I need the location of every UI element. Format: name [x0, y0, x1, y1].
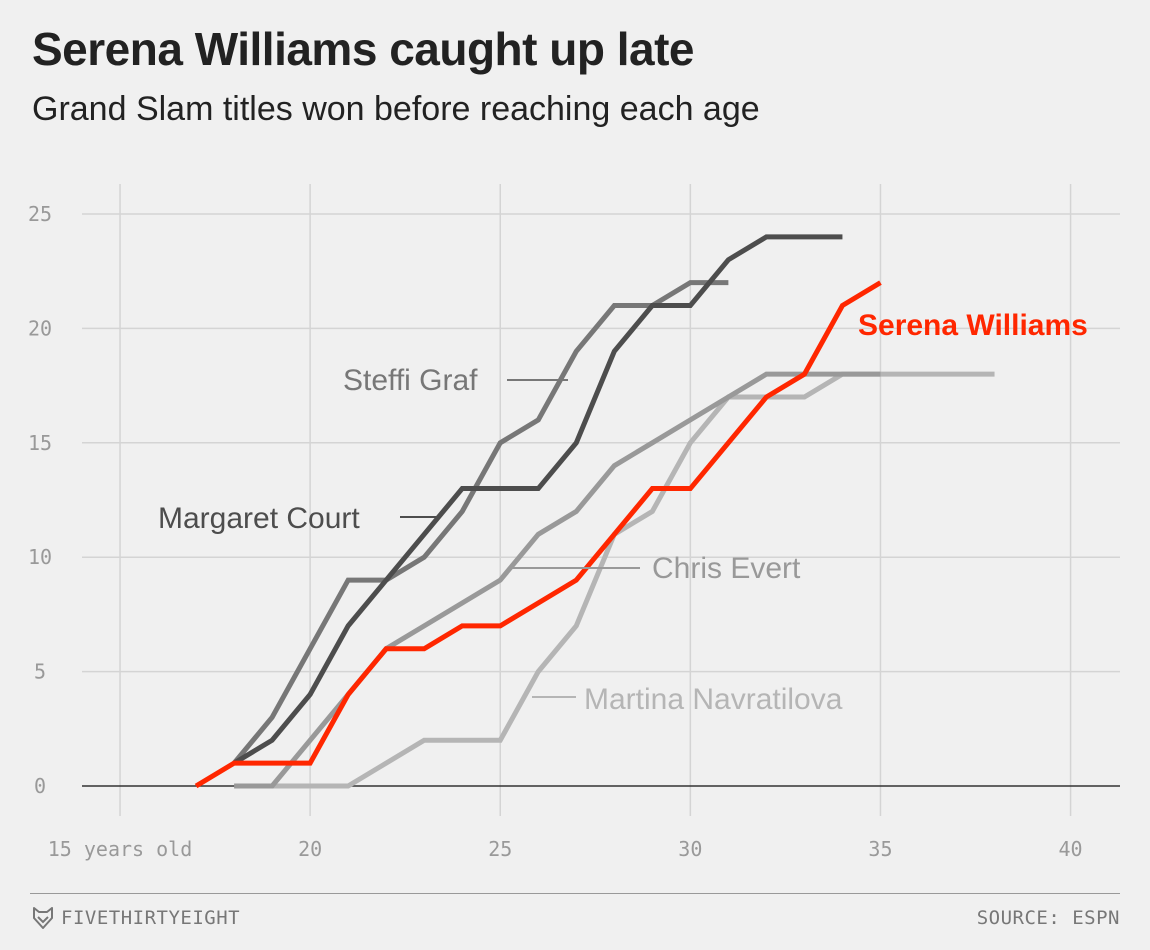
x-tick-label: 25 [488, 837, 512, 861]
y-tick-label: 0 [34, 774, 46, 798]
brand: FIVETHIRTYEIGHT [33, 907, 240, 929]
chart-title: Serena Williams caught up late [32, 23, 695, 75]
series-line-margaret-court [232, 234, 843, 766]
y-tick-label: 15 [28, 431, 52, 455]
series-label-martina-navratilova: Martina Navratilova [584, 683, 843, 716]
y-tick-label: 5 [34, 660, 46, 684]
x-tick-label: 35 [868, 837, 892, 861]
y-tick-label: 10 [28, 545, 52, 569]
x-tick-label: 20 [298, 837, 322, 861]
x-tick-label: 40 [1059, 837, 1083, 861]
series-lines [194, 234, 995, 789]
y-tick-label: 20 [28, 316, 52, 340]
series-label-steffi-graf: Steffi Graf [343, 364, 478, 397]
x-tick-label: 30 [678, 837, 702, 861]
series-line-steffi-graf [232, 280, 729, 765]
series-label-serena-williams: Serena Williams [858, 309, 1088, 342]
chart-subtitle: Grand Slam titles won before reaching ea… [32, 90, 760, 128]
footer-divider [30, 893, 1120, 894]
source-note: SOURCE: ESPN [976, 907, 1120, 929]
fox-logo-icon [33, 907, 53, 929]
y-tick-label: 25 [28, 202, 52, 226]
x-tick-label: 15 years old [48, 837, 193, 861]
brand-name: FIVETHIRTYEIGHT [61, 907, 241, 929]
series-label-chris-evert: Chris Evert [652, 552, 801, 585]
series-label-margaret-court: Margaret Court [158, 502, 360, 535]
series-labels: Steffi Graf Margaret Court Chris Evert Mart… [158, 309, 1088, 716]
line-chart: 15 years old 20 25 30 35 40 0 5 10 15 20 25 Steffi … [28, 184, 1120, 861]
series-line-serena-williams [194, 280, 882, 789]
